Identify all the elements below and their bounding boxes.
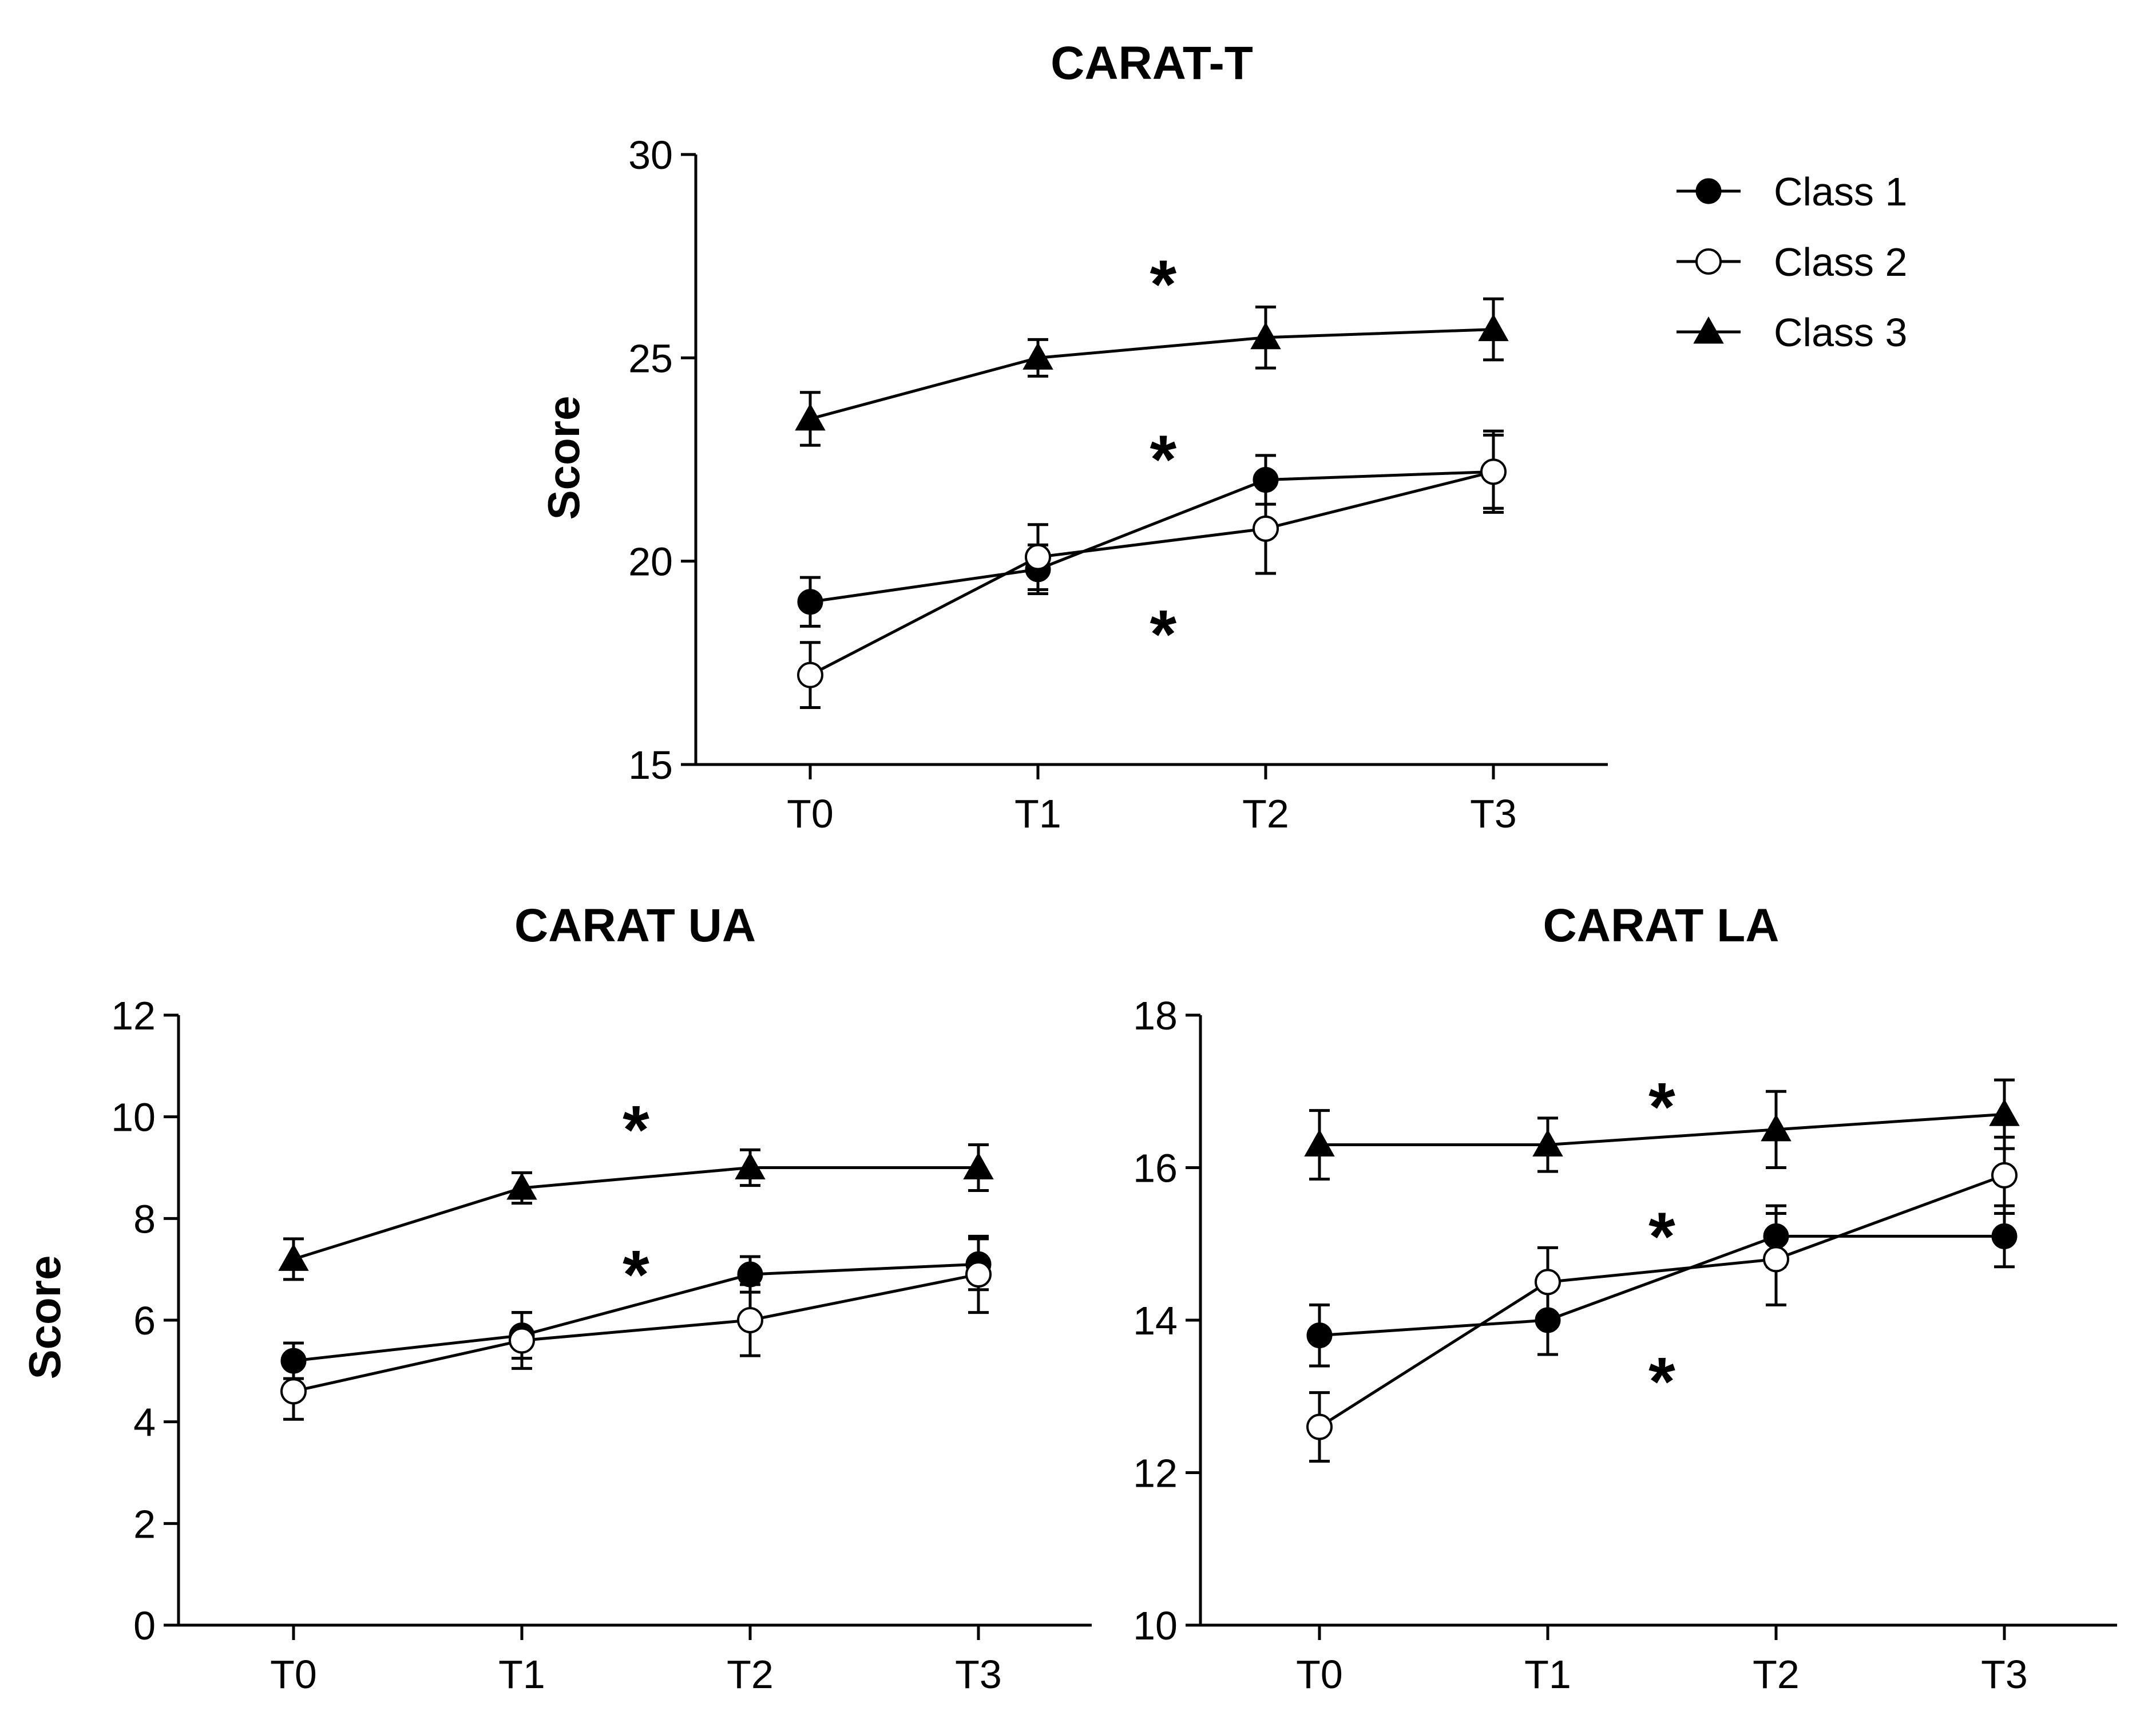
x-tick-label: T1: [498, 1652, 545, 1697]
x-tick-label: T3: [1981, 1652, 2028, 1697]
x-tick-label: T0: [270, 1652, 317, 1697]
y-tick-label: 20: [628, 540, 673, 584]
series-line: [293, 1262, 979, 1362]
series-class-2: [797, 429, 1507, 710]
data-point: [1250, 322, 1281, 350]
series-class-3: [278, 1143, 994, 1281]
y-tick-label: 25: [628, 336, 673, 381]
x-tick-label: T3: [955, 1652, 1002, 1697]
x-tick-label: T2: [1753, 1652, 1800, 1697]
legend-marker: [1695, 178, 1722, 204]
data-point: [1306, 1413, 1333, 1440]
series-class-3: [795, 297, 1509, 447]
data-point: [797, 589, 823, 615]
significance-star: *: [1150, 246, 1177, 323]
legend-label: Class 3: [1774, 310, 1907, 355]
series-line: [1318, 1174, 2005, 1428]
data-point: [1253, 515, 1279, 542]
data-point: [1763, 1246, 1789, 1273]
y-tick-label: 30: [628, 133, 673, 177]
y-tick-label: 12: [111, 993, 156, 1038]
x-tick-label: T1: [1014, 791, 1061, 836]
x-tick-label: T1: [1524, 1652, 1571, 1697]
y-tick-label: 0: [133, 1603, 156, 1648]
legend-label: Class 1: [1774, 169, 1907, 214]
legend-marker: [1693, 316, 1724, 344]
series-line: [810, 470, 1494, 604]
legend-marker: [1695, 248, 1722, 275]
chart-panel-3: CARAT LA 10 12 14 16 18 T0 T1 T2 T3 * * *: [1133, 900, 2117, 1697]
series-class-2: [1306, 1135, 2018, 1463]
legend-label: Class 2: [1774, 240, 1907, 284]
data-point: [963, 1152, 994, 1179]
data-point: [1025, 544, 1051, 571]
data-point: [1022, 342, 1053, 370]
significance-star: *: [1648, 1343, 1675, 1420]
x-tick-label: T3: [1470, 791, 1517, 836]
y-tick-label: 18: [1133, 993, 1178, 1038]
data-point: [1535, 1269, 1561, 1296]
data-point: [1761, 1114, 1792, 1142]
data-point: [795, 403, 826, 431]
data-point: [1991, 1223, 2018, 1249]
data-point: [965, 1261, 992, 1288]
series-class-2: [280, 1234, 992, 1421]
significance-star: *: [1150, 596, 1177, 672]
data-point: [1478, 314, 1509, 342]
series-line: [293, 1166, 978, 1261]
y-tick-label: 8: [133, 1197, 156, 1241]
data-point: [737, 1307, 763, 1333]
y-tick-label: 14: [1133, 1298, 1178, 1343]
y-tick-label: 15: [628, 743, 673, 787]
data-point: [278, 1243, 309, 1271]
series-line: [809, 470, 1494, 676]
data-point: [506, 1172, 537, 1200]
significance-star: *: [1150, 421, 1177, 498]
data-point: [797, 662, 823, 688]
x-tick-label: T0: [1296, 1652, 1343, 1697]
data-point: [735, 1152, 766, 1179]
data-point: [1304, 1129, 1335, 1157]
chart-title: CARAT UA: [514, 900, 756, 952]
y-axis-label: Score: [19, 1255, 70, 1380]
significance-star: *: [1648, 1069, 1675, 1146]
data-point: [1989, 1099, 2020, 1126]
series-line: [293, 1273, 979, 1393]
data-point: [509, 1327, 535, 1354]
series-line: [810, 328, 1494, 421]
y-tick-label: 12: [1133, 1451, 1178, 1496]
y-axis-label: Score: [538, 396, 589, 520]
x-tick-label: T2: [1242, 791, 1289, 836]
x-tick-label: T2: [727, 1652, 774, 1697]
series-line: [1319, 1234, 2004, 1337]
chart-panel-2: CARAT UA 0 2 4 6 8 10 12 T0 T1 T2 T3 Score * *: [19, 900, 1092, 1697]
data-point: [280, 1378, 307, 1405]
series-line: [1319, 1112, 2005, 1147]
y-tick-label: 4: [133, 1400, 156, 1445]
significance-star: *: [623, 1237, 649, 1313]
y-tick-label: 2: [133, 1502, 156, 1546]
y-tick-label: 6: [133, 1298, 156, 1343]
significance-star: *: [1648, 1198, 1675, 1275]
data-point: [1991, 1162, 2018, 1189]
series-class-3: [1304, 1078, 2020, 1181]
data-point: [1306, 1322, 1333, 1349]
chart-title: CARAT LA: [1543, 900, 1780, 952]
y-tick-label: 10: [1133, 1603, 1178, 1648]
x-tick-label: T0: [787, 791, 834, 836]
data-point: [1480, 458, 1507, 485]
significance-star: *: [623, 1092, 649, 1169]
y-tick-label: 16: [1133, 1146, 1178, 1191]
data-point: [1532, 1129, 1563, 1157]
legend: Class 1 Class 2 Class 3: [1677, 169, 1907, 355]
y-tick-label: 10: [111, 1095, 156, 1140]
data-point: [737, 1261, 763, 1288]
chart-title: CARAT-T: [1051, 37, 1253, 89]
